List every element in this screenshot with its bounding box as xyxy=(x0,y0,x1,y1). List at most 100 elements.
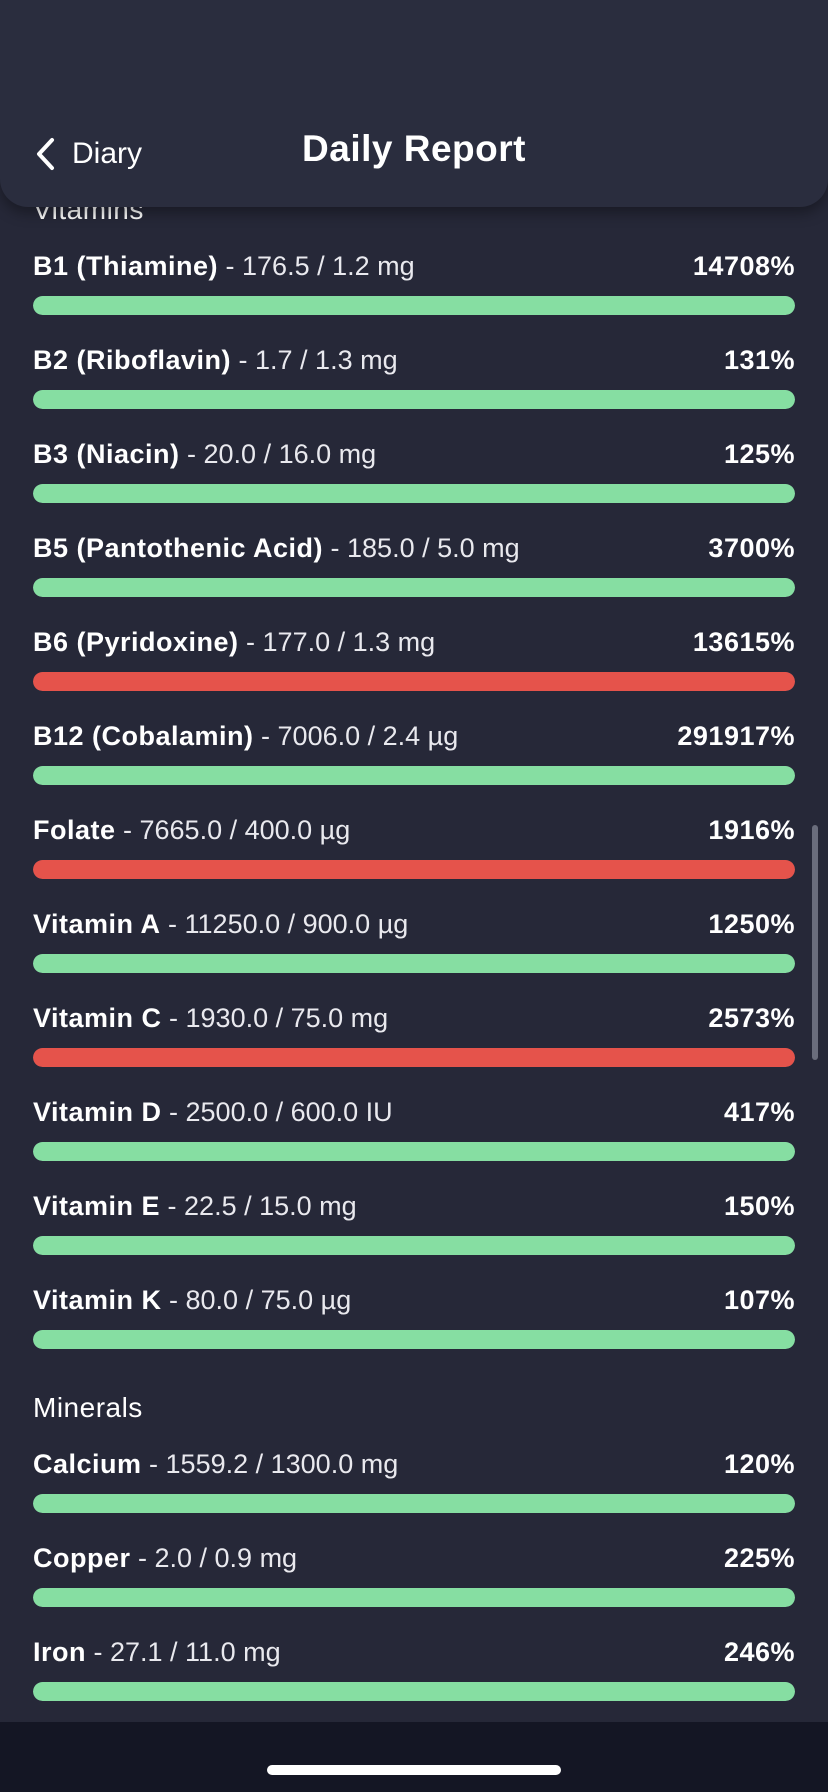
nutrient-amount: - 176.5 / 1.2 mg xyxy=(218,251,415,281)
progress-bar xyxy=(33,1236,795,1255)
nutrient-percent: 1250% xyxy=(708,909,795,939)
nutrient-amount: - 185.0 / 5.0 mg xyxy=(323,533,520,563)
nutrient-amount: - 22.5 / 15.0 mg xyxy=(160,1191,357,1221)
nutrient-row[interactable]: B12 (Cobalamin) - 7006.0 / 2.4 µg 291917% xyxy=(33,718,795,788)
back-to-diary-button[interactable]: Diary xyxy=(30,126,142,182)
nutrient-percent: 2573% xyxy=(708,1003,795,1033)
home-indicator-area xyxy=(0,1722,828,1792)
nutrient-row[interactable]: B3 (Niacin) - 20.0 / 16.0 mg 125% xyxy=(33,436,795,506)
nutrient-label: Vitamin K - 80.0 / 75.0 µg xyxy=(33,1282,351,1318)
nutrient-row[interactable]: Vitamin A - 11250.0 / 900.0 µg 1250% xyxy=(33,906,795,976)
progress-bar-fill xyxy=(33,1048,795,1067)
nutrient-percent: 417% xyxy=(723,1097,795,1127)
nutrient-percent: 1916% xyxy=(708,815,795,845)
nutrient-name: Iron xyxy=(33,1637,86,1667)
nutrient-name: Vitamin C xyxy=(33,1003,162,1033)
nutrient-label: Calcium - 1559.2 / 1300.0 mg xyxy=(33,1446,398,1482)
nutrient-amount: - 7665.0 / 400.0 µg xyxy=(115,815,351,845)
nutrient-row[interactable]: Folate - 7665.0 / 400.0 µg 1916% xyxy=(33,812,795,882)
nutrient-percent: 14708% xyxy=(692,251,795,281)
nutrient-percent: 131% xyxy=(723,345,795,375)
scrollbar[interactable] xyxy=(812,825,818,1060)
nutrient-name: B6 (Pyridoxine) xyxy=(33,627,239,657)
nutrient-name: Copper xyxy=(33,1543,131,1573)
nutrient-amount: - 1.7 / 1.3 mg xyxy=(231,345,398,375)
progress-bar xyxy=(33,1588,795,1607)
back-label: Diary xyxy=(72,137,143,170)
nutrient-row[interactable]: B6 (Pyridoxine) - 177.0 / 1.3 mg 13615% xyxy=(33,624,795,694)
nutrient-label: B2 (Riboflavin) - 1.7 / 1.3 mg xyxy=(33,342,398,378)
nutrient-name: B5 (Pantothenic Acid) xyxy=(33,533,324,563)
nutrient-name: B1 (Thiamine) xyxy=(33,251,219,281)
nutrient-row[interactable]: Copper - 2.0 / 0.9 mg 225% xyxy=(33,1540,795,1610)
progress-bar xyxy=(33,860,795,879)
nutrient-name: B12 (Cobalamin) xyxy=(33,721,254,751)
nutrient-row[interactable]: Vitamin C - 1930.0 / 75.0 mg 2573% xyxy=(33,1000,795,1070)
nutrient-row[interactable]: Vitamin E - 22.5 / 15.0 mg 150% xyxy=(33,1188,795,1258)
nutrient-amount: - 11250.0 / 900.0 µg xyxy=(160,909,409,939)
progress-bar xyxy=(33,766,795,785)
nutrient-label: B12 (Cobalamin) - 7006.0 / 2.4 µg xyxy=(33,718,458,754)
home-indicator[interactable] xyxy=(267,1765,561,1775)
report-content[interactable]: Vitamins B1 (Thiamine) - 176.5 / 1.2 mg 1… xyxy=(0,0,828,1722)
progress-bar xyxy=(33,578,795,597)
progress-bar xyxy=(33,1330,795,1349)
nutrient-name: B2 (Riboflavin) xyxy=(33,345,232,375)
section-label-minerals: Minerals xyxy=(33,1392,143,1423)
progress-bar xyxy=(33,484,795,503)
progress-bar xyxy=(33,1142,795,1161)
nutrient-row[interactable]: Calcium - 1559.2 / 1300.0 mg 120% xyxy=(33,1446,795,1516)
nutrient-label: Vitamin A - 11250.0 / 900.0 µg xyxy=(33,906,408,942)
progress-bar-fill xyxy=(33,296,795,315)
nutrient-row[interactable]: B2 (Riboflavin) - 1.7 / 1.3 mg 131% xyxy=(33,342,795,412)
nutrient-amount: - 27.1 / 11.0 mg xyxy=(86,1637,281,1667)
progress-bar-fill xyxy=(33,1682,795,1701)
nutrient-amount: - 1559.2 / 1300.0 mg xyxy=(141,1449,399,1479)
progress-bar-fill xyxy=(33,1236,795,1255)
progress-bar xyxy=(33,1494,795,1513)
top-nav-bar: Diary Daily Report xyxy=(0,0,828,207)
progress-bar-fill xyxy=(33,672,795,691)
nutrient-label: Vitamin D - 2500.0 / 600.0 IU xyxy=(33,1094,393,1130)
progress-bar-fill xyxy=(33,390,795,409)
nutrient-label: Copper - 2.0 / 0.9 mg xyxy=(33,1540,297,1576)
nutrient-name: B3 (Niacin) xyxy=(33,439,180,469)
nutrient-percent: 225% xyxy=(723,1543,795,1573)
nutrient-name: Calcium xyxy=(33,1449,142,1479)
nutrient-percent: 13615% xyxy=(692,627,795,657)
nutrient-percent: 107% xyxy=(723,1285,795,1315)
nutrient-row[interactable]: Iron - 27.1 / 11.0 mg 246% xyxy=(33,1634,795,1704)
nutrient-row[interactable]: B1 (Thiamine) - 176.5 / 1.2 mg 14708% xyxy=(33,248,795,318)
nutrient-row[interactable]: Vitamin D - 2500.0 / 600.0 IU 417% xyxy=(33,1094,795,1164)
progress-bar-fill xyxy=(33,860,795,879)
nutrient-label: Iron - 27.1 / 11.0 mg xyxy=(33,1634,281,1670)
nutrient-percent: 291917% xyxy=(677,721,795,751)
chevron-left-icon xyxy=(37,138,54,170)
nutrient-amount: - 80.0 / 75.0 µg xyxy=(161,1285,352,1315)
nutrient-row[interactable]: B5 (Pantothenic Acid) - 185.0 / 5.0 mg 37… xyxy=(33,530,795,600)
page-title: Daily Report xyxy=(302,128,526,169)
nutrient-label: Vitamin E - 22.5 / 15.0 mg xyxy=(33,1188,357,1224)
progress-bar xyxy=(33,296,795,315)
nutrient-name: Vitamin E xyxy=(33,1191,161,1221)
progress-bar-fill xyxy=(33,578,795,597)
nutrient-name: Vitamin K xyxy=(33,1285,162,1315)
nutrient-label: Folate - 7665.0 / 400.0 µg xyxy=(33,812,350,848)
nutrient-amount: - 2500.0 / 600.0 IU xyxy=(161,1097,393,1127)
nutrient-percent: 120% xyxy=(723,1449,795,1479)
nutrient-amount: - 2.0 / 0.9 mg xyxy=(130,1543,298,1573)
nutrient-label: B5 (Pantothenic Acid) - 185.0 / 5.0 mg xyxy=(33,530,520,566)
nutrient-label: B6 (Pyridoxine) - 177.0 / 1.3 mg xyxy=(33,624,435,660)
progress-bar-fill xyxy=(33,1588,795,1607)
nutrient-label: Vitamin C - 1930.0 / 75.0 mg xyxy=(33,1000,388,1036)
progress-bar-fill xyxy=(33,954,795,973)
nutrient-row[interactable]: Vitamin K - 80.0 / 75.0 µg 107% xyxy=(33,1282,795,1352)
nutrient-amount: - 177.0 / 1.3 mg xyxy=(238,627,436,657)
nutrient-percent: 125% xyxy=(723,439,795,469)
progress-bar xyxy=(33,672,795,691)
nutrient-percent: 3700% xyxy=(708,533,795,563)
progress-bar xyxy=(33,390,795,409)
progress-bar xyxy=(33,1682,795,1701)
nutrient-label: B3 (Niacin) - 20.0 / 16.0 mg xyxy=(33,436,376,472)
